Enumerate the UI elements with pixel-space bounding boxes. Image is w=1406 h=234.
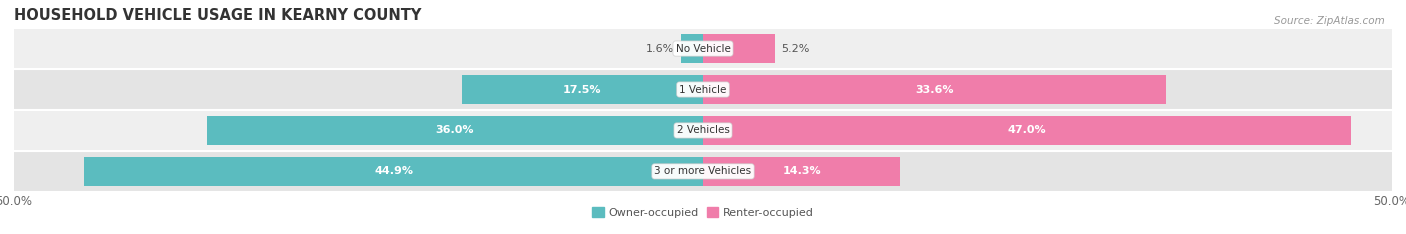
Text: 1 Vehicle: 1 Vehicle	[679, 84, 727, 95]
Text: Source: ZipAtlas.com: Source: ZipAtlas.com	[1274, 16, 1385, 26]
Bar	[703, 157, 900, 186]
Text: 5.2%: 5.2%	[782, 44, 810, 54]
Text: 44.9%: 44.9%	[374, 166, 413, 176]
Bar	[703, 116, 1351, 145]
Text: 33.6%: 33.6%	[915, 84, 953, 95]
Text: 17.5%: 17.5%	[564, 84, 602, 95]
Bar	[703, 75, 1166, 104]
Bar	[703, 34, 775, 63]
Bar	[14, 69, 1392, 110]
Bar	[681, 34, 703, 63]
Text: 3 or more Vehicles: 3 or more Vehicles	[654, 166, 752, 176]
Legend: Owner-occupied, Renter-occupied: Owner-occupied, Renter-occupied	[588, 203, 818, 222]
Bar	[14, 110, 1392, 151]
Bar	[14, 28, 1392, 69]
Text: No Vehicle: No Vehicle	[675, 44, 731, 54]
Text: 2 Vehicles: 2 Vehicles	[676, 125, 730, 135]
Text: 47.0%: 47.0%	[1008, 125, 1046, 135]
Text: HOUSEHOLD VEHICLE USAGE IN KEARNY COUNTY: HOUSEHOLD VEHICLE USAGE IN KEARNY COUNTY	[14, 8, 422, 23]
Bar	[461, 75, 703, 104]
Bar	[14, 151, 1392, 192]
Text: 14.3%: 14.3%	[782, 166, 821, 176]
Text: 36.0%: 36.0%	[436, 125, 474, 135]
Bar	[84, 157, 703, 186]
Bar	[207, 116, 703, 145]
Text: 1.6%: 1.6%	[645, 44, 673, 54]
